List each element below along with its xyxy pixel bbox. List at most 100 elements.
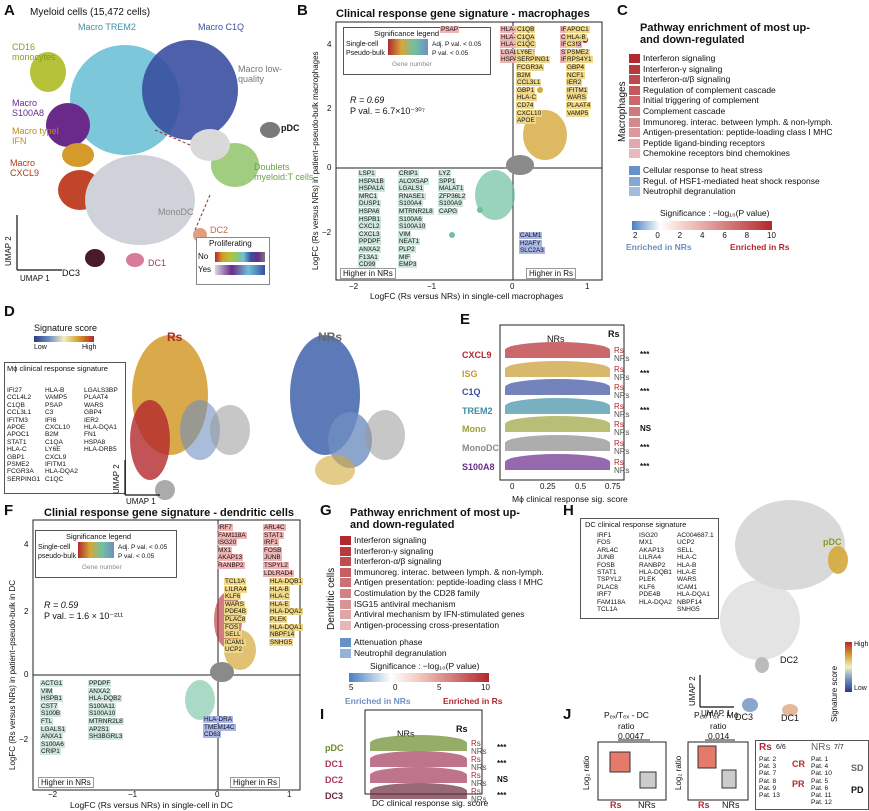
pathway-row: Antigen-presentation: peptide-loading cl…: [629, 127, 833, 138]
h-col2: ISG20 MX1 AKAP13 LILRA4 RANBP2 HLA-DQB1 PLEK KL…: [639, 532, 672, 606]
ridge-nrs: NRs: [614, 447, 630, 456]
legend-gene: Gene number: [392, 61, 432, 68]
panel-letter-i: I: [320, 706, 325, 723]
j-p1: 0.0047: [618, 731, 644, 741]
ridge-sig: ***: [640, 350, 650, 359]
e-xtick: 0.5: [575, 482, 587, 491]
gene-label: ALOX5AP: [398, 177, 430, 185]
pathway-row: Interferon-α/β signaling: [340, 556, 544, 567]
pathway-row: Neutrophil degranulation: [340, 648, 447, 659]
b-xtick: 0: [510, 282, 515, 291]
b-ytick: 4: [327, 40, 332, 49]
e-nrs: NRs: [547, 334, 565, 344]
pathway-swatch: [629, 64, 640, 74]
colorbar-tick: 5: [437, 683, 442, 692]
d-rs: Rs: [167, 330, 183, 344]
j-leg-nrs: NRs: [811, 742, 831, 753]
sig-gene: C1QB: [7, 401, 25, 409]
prolif-no: No: [198, 252, 209, 261]
patient-entry: Pat. 10: [811, 770, 832, 778]
cluster-label: Macro CXCL9: [10, 158, 40, 178]
ridge-nrs: NRs: [614, 465, 630, 475]
pathway-label: Peptide ligand-binding receptors: [643, 137, 765, 148]
ridge-sig: NS: [497, 775, 509, 784]
ridge-rs: Rs: [471, 787, 481, 796]
ridge-label: DC3: [325, 791, 344, 801]
gene-label: HLA-C: [269, 593, 291, 601]
cluster-label: pDC: [281, 123, 300, 133]
sig-gene: UCP2: [677, 539, 695, 547]
ridge-rs: Rs: [614, 364, 624, 374]
sig-gene: B2M: [45, 431, 59, 439]
sig-gene: WARS: [677, 576, 697, 584]
gene-label: IRF1: [263, 539, 279, 547]
gene-label: ACTG1: [40, 680, 64, 687]
pathway-swatch: [340, 638, 351, 647]
cluster-label: Macro TREM2: [78, 22, 136, 32]
cluster-label: DC2: [210, 225, 229, 235]
colorbar-tick: 5: [349, 683, 354, 692]
gene-label: ISG20: [217, 539, 238, 547]
b-xlabel: LogFC (Rs versus NRs) in single-cell mac…: [370, 291, 564, 301]
gene-label: C1QC: [516, 41, 536, 49]
sig-gene: CCL3L1: [7, 409, 32, 417]
legend-swatch: [78, 542, 114, 558]
sig-gene: PLAAT4: [84, 394, 109, 402]
pathway-swatch: [340, 648, 351, 658]
gene-label: S100A10: [398, 223, 427, 231]
j-ylab: Log₂ ratio: [582, 755, 591, 790]
sig-gene: WARS: [84, 401, 104, 409]
ridge-label: ISG: [462, 368, 478, 379]
legend-p: P val. < 0.05: [432, 50, 469, 57]
ridge-fill: [505, 453, 610, 470]
panel-letter-e: E: [460, 311, 471, 328]
j-t1: Pₑₓ/Tₑₓ - DC: [604, 710, 649, 720]
f-higher-nrs: Higher in NRs: [38, 777, 94, 788]
cluster-label: MonoDC: [158, 207, 194, 217]
gene-label: GBP1: [516, 86, 536, 94]
sig-gene: HLA-B: [45, 387, 65, 394]
gene-label: CALM1: [519, 232, 543, 239]
pathway-swatch: [340, 567, 351, 577]
sig-gene: STAT1: [597, 569, 617, 577]
pathway-label: Regul. of HSF1-mediated heat shock respo…: [643, 175, 820, 186]
ridge-fill: [505, 416, 610, 433]
pathway-swatch: [629, 128, 640, 138]
ridge-fill: [505, 379, 610, 396]
sig-gene: AC004687.1: [677, 532, 714, 539]
h-umap1: UMAP 1: [701, 709, 731, 718]
j-cr: CR: [792, 759, 805, 769]
pathway-row: Interferon signaling: [629, 53, 833, 64]
gene-label: PLAAT4: [566, 102, 592, 109]
d-low: Low: [34, 344, 47, 351]
pathway-swatch: [340, 599, 351, 609]
f-ytick: 2: [24, 607, 29, 616]
colorbar-tick: 4: [700, 231, 705, 240]
ridge-sig: ***: [640, 461, 650, 471]
gene-label: TMEM14C: [203, 723, 236, 731]
sig-gene: IFITM1: [45, 461, 66, 469]
gene-label: AP2S1: [88, 725, 110, 733]
pathway-label: Neutrophil degranulation: [354, 647, 447, 658]
pathway-label: Immunoreg. interac. between lymph. & non…: [354, 566, 544, 577]
pathway-label: Interferon-γ signaling: [643, 63, 723, 74]
c-enr-rs: Enriched in Rs: [730, 242, 790, 252]
c-up-list: Interferon signaling Interferon-γ signali…: [629, 53, 833, 159]
gene-label: AKAP13: [217, 554, 244, 562]
ridge-label: MonoDC: [462, 443, 499, 453]
pathway-row: ISG15 antiviral mechanism: [340, 599, 544, 610]
sig-gene: C1QC: [45, 475, 64, 483]
sig-gene: KLF6: [639, 583, 655, 591]
gene-label: C1QA: [516, 33, 536, 41]
panel-letter-g: G: [320, 502, 332, 519]
gene-label: LILRA4: [224, 585, 248, 593]
pathway-label: Costimulation by the CD28 family: [354, 587, 480, 598]
ridge-sig: ***: [497, 743, 507, 752]
ridge-nrs: NRs: [614, 354, 630, 363]
ridge-fill: [370, 767, 467, 783]
gene-label: CD74: [516, 102, 535, 109]
cluster-label: Macro low-quality: [238, 64, 283, 84]
gene-label: VIM: [398, 230, 412, 238]
